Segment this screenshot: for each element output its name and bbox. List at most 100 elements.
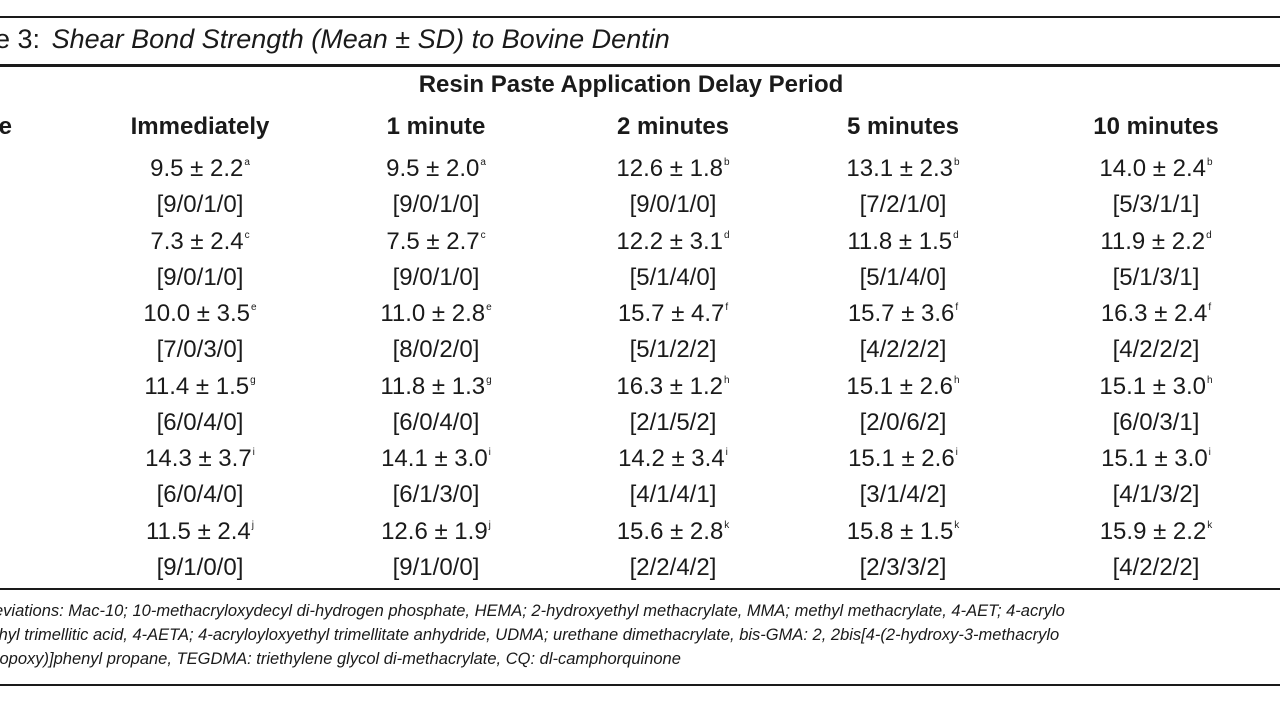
cell-mean-value: 15.9 ± 2.2 <box>1099 517 1207 545</box>
cell-mean-line: 14.1 ± 3.0i <box>326 443 546 479</box>
table-cell: 12.6 ± 1.9j [9/1/0/0] <box>326 516 546 583</box>
cell-mean-value: 7.3 ± 2.4 <box>150 227 244 255</box>
cell-mean-line: 12.6 ± 1.9j <box>326 516 546 552</box>
table-cell: 11.4 ± 1.5g [6/0/4/0] <box>90 371 310 438</box>
cell-failure-mode-counts: [8/0/2/0] <box>392 336 480 363</box>
table-cell: 11.5 ± 2.4j [9/1/0/0] <box>90 516 310 583</box>
cell-failure-mode-counts: [6/0/4/0] <box>156 408 244 436</box>
cell-failure-mode-counts: [6/0/3/1] <box>1112 408 1200 436</box>
cell-mean-line: 15.6 ± 2.8k <box>563 516 783 552</box>
cell-failure-mode-counts: [5/1/4/0] <box>629 263 717 291</box>
cell-failure-mode-counts: [7/2/1/0] <box>859 191 947 218</box>
cell-mean-value: 14.1 ± 3.0 <box>381 445 488 472</box>
cell-significance-letter: e <box>251 302 257 313</box>
cell-failure-mode-counts: [4/1/3/2] <box>1112 481 1200 508</box>
table-cell: 9.5 ± 2.0a [9/0/1/0] <box>326 153 546 220</box>
cell-failure-mode-counts: [9/0/1/0] <box>392 263 480 291</box>
cell-mean-value: 10.0 ± 3.5 <box>143 300 251 327</box>
cell-significance-letter: b <box>1207 157 1213 168</box>
cell-failure-mode-counts: [6/1/3/0] <box>392 481 480 508</box>
table-cell: 9.5 ± 2.2a [9/0/1/0] <box>90 153 310 220</box>
cell-failure-mode-counts: [9/1/0/0] <box>156 553 244 581</box>
cell-failure-mode-counts: [4/2/2/2] <box>1112 553 1200 581</box>
cell-mean-value: 14.0 ± 2.4 <box>1099 155 1207 182</box>
cell-significance-letter: i <box>725 447 728 458</box>
cell-mean-value: 12.6 ± 1.8 <box>616 155 724 182</box>
cell-mean-line: 11.9 ± 2.2d <box>1046 226 1266 262</box>
table-cell: 11.8 ± 1.3g [6/0/4/0] <box>326 371 546 438</box>
cell-significance-letter: c <box>480 229 486 241</box>
cell-significance-letter: e <box>486 302 492 313</box>
table-cell: 14.0 ± 2.4b [5/3/1/1] <box>1046 153 1266 220</box>
cell-significance-letter: b <box>954 157 960 168</box>
cell-significance-letter: d <box>953 229 959 241</box>
cell-mean-line: 11.4 ± 1.5g <box>90 371 310 407</box>
cell-failure-mode-counts: [6/0/4/0] <box>392 408 480 436</box>
cell-mean-line: 11.8 ± 1.5d <box>793 226 1013 262</box>
cell-mean-value: 16.3 ± 1.2 <box>616 372 724 400</box>
table-cell: 15.7 ± 4.7f [5/1/2/2] <box>563 298 783 365</box>
footnote-bottom-rule <box>0 684 1280 686</box>
cell-failure-mode-counts: [9/0/1/0] <box>156 191 244 218</box>
cell-failure-mode-counts: [7/0/3/0] <box>156 336 244 363</box>
cell-significance-letter: h <box>1207 374 1213 386</box>
cell-significance-letter: a <box>244 157 250 168</box>
column-header: 5 minutes <box>846 113 960 140</box>
cell-mean-line: 14.2 ± 3.4i <box>563 443 783 479</box>
cell-mean-line: 15.1 ± 2.6i <box>793 443 1013 479</box>
cell-failure-mode-counts: [5/1/2/2] <box>629 336 717 363</box>
table-cell: 15.6 ± 2.8k [2/2/4/2] <box>563 516 783 583</box>
cell-mean-line: 15.1 ± 3.0i <box>1046 443 1266 479</box>
cell-significance-letter: f <box>955 302 959 313</box>
cell-significance-letter: c <box>244 229 250 241</box>
caption-rule <box>0 64 1280 67</box>
cell-mean-line: 15.7 ± 4.7f <box>563 298 783 334</box>
cell-failure-mode-counts: [5/1/3/1] <box>1112 263 1200 291</box>
table-cell: 15.1 ± 3.0h [6/0/3/1] <box>1046 371 1266 438</box>
footnote-line: ropoxy)]phenyl propane, TEGDMA: triethyl… <box>0 650 681 668</box>
cell-significance-letter: a <box>480 157 486 168</box>
cell-mean-value: 15.1 ± 2.6 <box>848 445 955 472</box>
cell-mean-line: 15.9 ± 2.2k <box>1046 516 1266 552</box>
cell-significance-letter: d <box>724 229 730 241</box>
cell-mean-line: 7.5 ± 2.7c <box>326 226 546 262</box>
table-caption-label: ble 3: <box>0 24 41 54</box>
table-cell: 11.0 ± 2.8e [8/0/2/0] <box>326 298 546 365</box>
column-group-header: Resin Paste Application Delay Period <box>0 70 1262 100</box>
cell-mean-value: 15.1 ± 3.0 <box>1101 445 1208 472</box>
column-header: 1 minute <box>386 113 486 140</box>
cell-significance-letter: j <box>251 519 255 531</box>
cell-significance-letter: k <box>954 519 960 531</box>
cell-mean-value: 15.1 ± 2.6 <box>846 372 954 400</box>
cell-mean-value: 16.3 ± 2.4 <box>1100 300 1208 327</box>
table-cell: 11.9 ± 2.2d [5/1/3/1] <box>1046 226 1266 293</box>
table-cell: 7.3 ± 2.4c [9/0/1/0] <box>90 226 310 293</box>
cell-mean-line: 11.0 ± 2.8e <box>326 298 546 334</box>
table-cell: 14.3 ± 3.7i [6/0/4/0] <box>90 443 310 510</box>
table-cell: 16.3 ± 2.4f [4/2/2/2] <box>1046 298 1266 365</box>
table-cell: 11.8 ± 1.5d [5/1/4/0] <box>793 226 1013 293</box>
cell-failure-mode-counts: [9/0/1/0] <box>629 191 717 218</box>
cell-failure-mode-counts: [9/1/0/0] <box>392 553 480 581</box>
cell-mean-line: 12.6 ± 1.8b <box>563 153 783 189</box>
table-cell: 15.1 ± 2.6h [2/0/6/2] <box>793 371 1013 438</box>
cell-mean-value: 11.5 ± 2.4 <box>145 517 251 545</box>
cell-mean-value: 15.7 ± 4.7 <box>617 300 725 327</box>
first-column-header: de <box>0 113 13 140</box>
table-cell: 12.2 ± 3.1d [5/1/4/0] <box>563 226 783 293</box>
cell-significance-letter: j <box>488 519 491 531</box>
cell-mean-line: 12.2 ± 3.1d <box>563 226 783 262</box>
table-cell: 12.6 ± 1.8b [9/0/1/0] <box>563 153 783 220</box>
cell-mean-value: 11.8 ± 1.3 <box>380 372 486 400</box>
cell-significance-letter: f <box>725 302 729 313</box>
table-cell: 15.1 ± 2.6i [3/1/4/2] <box>793 443 1013 510</box>
cell-mean-value: 11.8 ± 1.5 <box>847 227 953 255</box>
cell-mean-line: 16.3 ± 1.2h <box>563 371 783 407</box>
cell-mean-value: 15.1 ± 3.0 <box>1099 372 1207 400</box>
cell-significance-letter: b <box>724 157 730 168</box>
cell-mean-value: 13.1 ± 2.3 <box>846 155 954 182</box>
column-header: 10 minutes <box>1093 113 1219 140</box>
cell-significance-letter: g <box>250 374 256 386</box>
cell-failure-mode-counts: [2/0/6/2] <box>859 408 947 436</box>
cell-significance-letter: g <box>486 374 492 386</box>
